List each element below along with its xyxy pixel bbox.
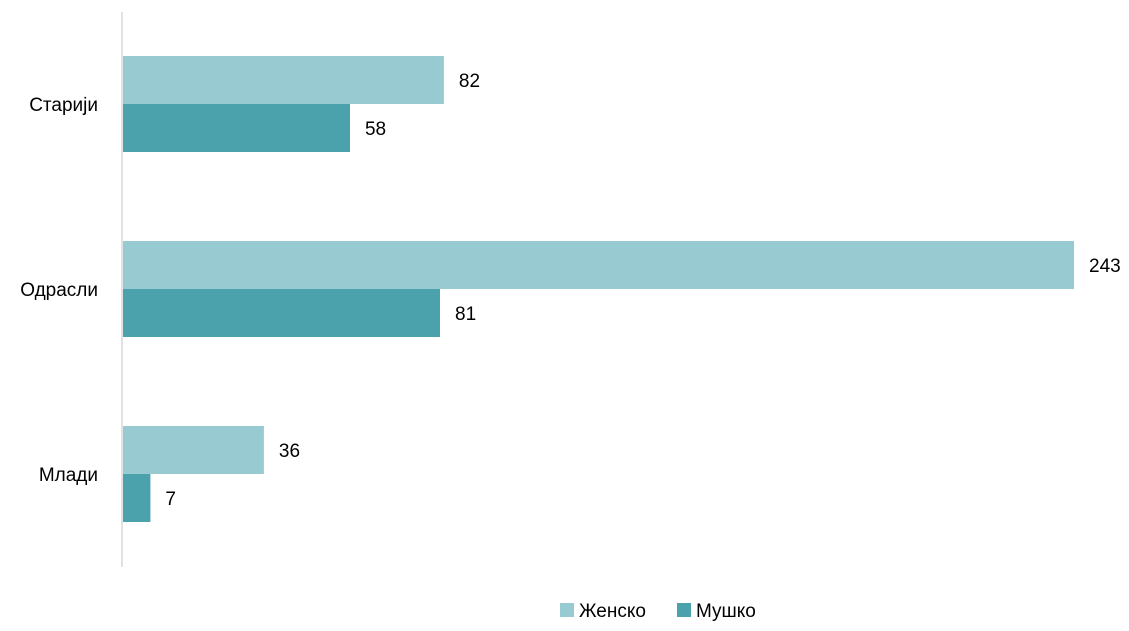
bar-мушко-млади bbox=[123, 474, 151, 522]
data-label: 7 bbox=[165, 489, 176, 510]
bar-женско-млади bbox=[123, 426, 264, 474]
bars-group bbox=[123, 56, 1074, 522]
category-labels: Старији Одрасли Млади bbox=[20, 95, 98, 486]
data-label: 36 bbox=[279, 441, 300, 462]
bar-женско-старији bbox=[123, 56, 444, 104]
data-labels: 82 58 243 81 36 7 bbox=[165, 71, 1120, 510]
legend: Женско Мушко bbox=[560, 601, 756, 622]
bar-мушко-старији bbox=[123, 104, 350, 152]
category-label: Старији bbox=[29, 95, 98, 116]
legend-swatch-мушко bbox=[677, 603, 691, 617]
data-label: 81 bbox=[455, 304, 476, 325]
category-label: Одрасли bbox=[20, 280, 98, 301]
category-label: Млади bbox=[39, 465, 98, 486]
bar-мушко-одрасли bbox=[123, 289, 440, 337]
bar-женско-одрасли bbox=[123, 241, 1074, 289]
legend-label-мушко: Мушко bbox=[696, 601, 756, 622]
legend-label-женско: Женско bbox=[579, 601, 646, 622]
data-label: 243 bbox=[1089, 256, 1121, 277]
legend-swatch-женско bbox=[560, 603, 574, 617]
data-label: 82 bbox=[459, 71, 480, 92]
data-label: 58 bbox=[365, 119, 386, 140]
